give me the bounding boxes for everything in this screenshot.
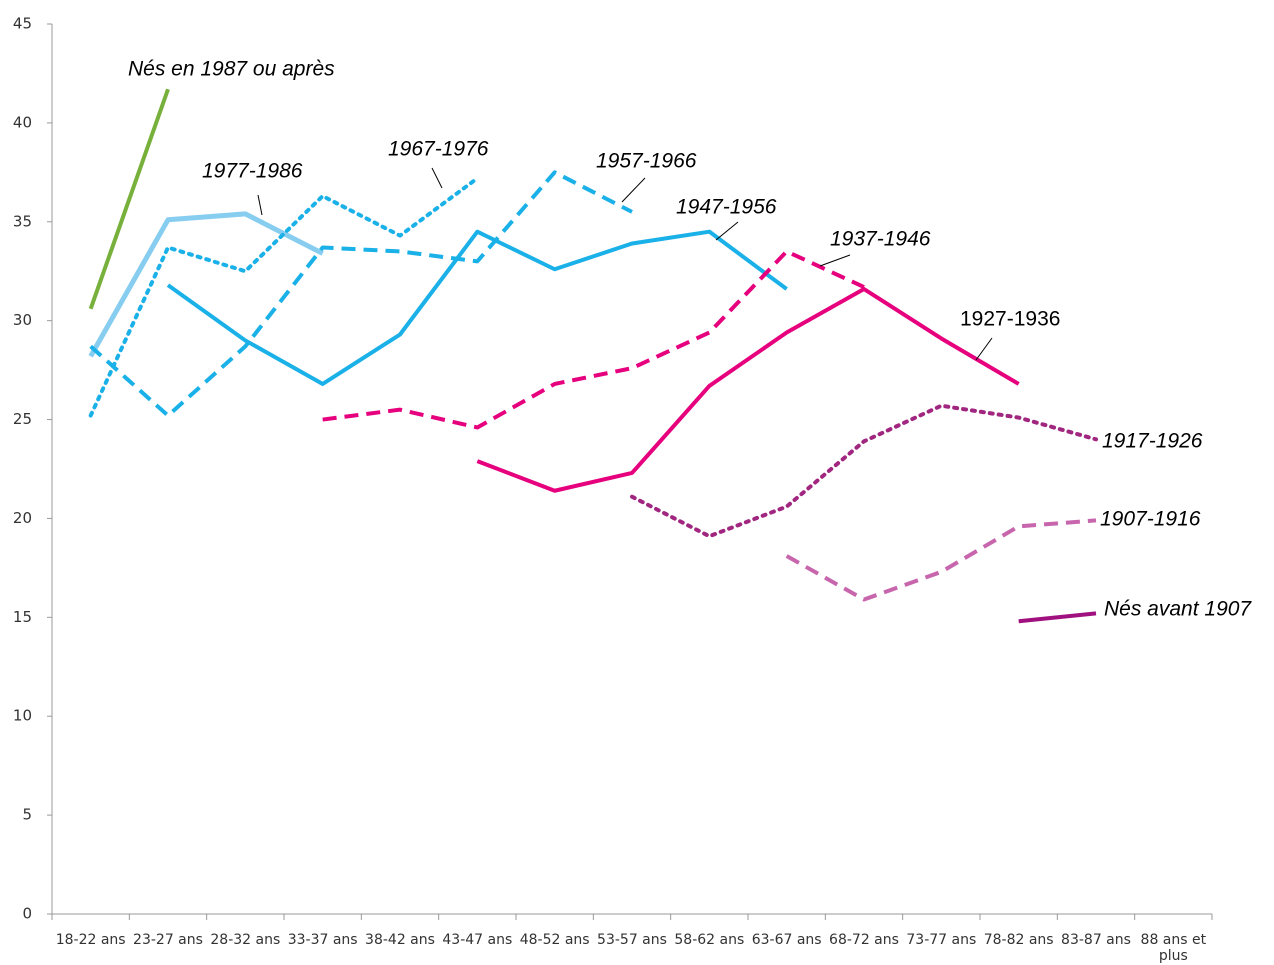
series-label: Nés en 1987 ou après bbox=[128, 58, 335, 81]
series-line bbox=[476, 287, 1020, 493]
series-line bbox=[322, 249, 865, 430]
y-tick-label: 35 bbox=[13, 212, 32, 230]
y-tick-label: 25 bbox=[13, 410, 32, 428]
y-tick-label: 0 bbox=[22, 905, 32, 923]
series-label: 1977-1986 bbox=[202, 160, 303, 183]
series-line bbox=[88, 176, 480, 418]
label-leader bbox=[975, 337, 993, 361]
series-label: 1917-1926 bbox=[1102, 430, 1203, 453]
series-label: 1937-1946 bbox=[830, 228, 931, 251]
series-label: 1907-1916 bbox=[1100, 508, 1201, 531]
x-tick-label: 38-42 ans bbox=[365, 932, 435, 948]
x-tick-label: 58-62 ans bbox=[674, 932, 745, 948]
x-tick-label: 63-67 ans bbox=[751, 932, 822, 948]
x-tick-label: 48-52 ans bbox=[519, 932, 590, 948]
label-leader bbox=[819, 254, 851, 267]
series-line bbox=[88, 88, 170, 310]
series-line bbox=[630, 403, 1098, 539]
y-tick-label: 20 bbox=[13, 509, 32, 527]
x-tick-label: 43-47 ans bbox=[442, 932, 513, 948]
series-label: Nés avant 1907 bbox=[1104, 598, 1252, 621]
x-tick-label: 18-22 ans bbox=[55, 932, 126, 948]
series-line bbox=[785, 518, 1097, 602]
x-tick-label: 33-37 ans bbox=[287, 932, 358, 948]
series-line bbox=[166, 229, 788, 386]
label-leader bbox=[621, 177, 646, 203]
y-tick-label: 10 bbox=[13, 707, 32, 725]
label-leader bbox=[431, 167, 443, 189]
y-tick-label: 40 bbox=[13, 113, 32, 131]
x-tick-label: 78-82 ans bbox=[983, 932, 1054, 948]
y-tick-label: 30 bbox=[13, 311, 32, 329]
x-tick-label: 83-87 ans bbox=[1061, 932, 1131, 948]
label-leader bbox=[257, 194, 263, 216]
x-tick-label: 28-32 ans bbox=[210, 932, 281, 948]
series-line bbox=[89, 170, 633, 418]
y-tick-label: 5 bbox=[22, 806, 32, 824]
series-label: 1927-1936 bbox=[960, 308, 1060, 331]
series-label: 1947-1956 bbox=[676, 196, 777, 219]
x-tick-label: 68-72 ans bbox=[829, 932, 899, 948]
series-label: 1967-1976 bbox=[388, 138, 489, 161]
series-label: 1957-1966 bbox=[596, 150, 697, 173]
series-line bbox=[88, 211, 324, 358]
x-tick-label: 73-77 ans bbox=[906, 932, 977, 948]
x-tick-label: 53-57 ans bbox=[597, 932, 667, 948]
label-leader bbox=[715, 221, 739, 241]
x-tick-label: 23-27 ans bbox=[133, 932, 203, 948]
x-tick-label: 88 ans et plus bbox=[1140, 932, 1207, 964]
y-tick-label: 45 bbox=[13, 15, 32, 33]
series-line bbox=[1018, 611, 1097, 624]
y-tick-label: 15 bbox=[13, 608, 32, 626]
